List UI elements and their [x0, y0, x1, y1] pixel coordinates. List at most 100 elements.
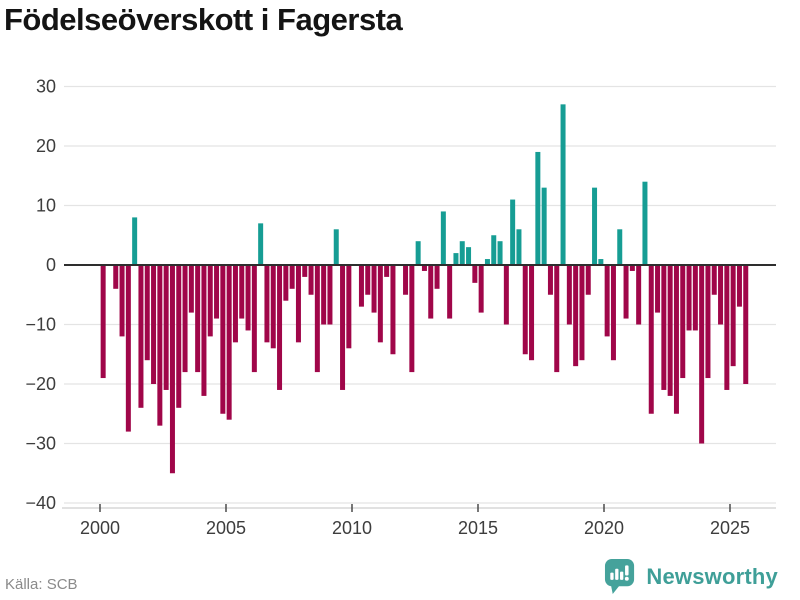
bar [434, 265, 440, 289]
bar [592, 187, 598, 265]
x-tick-label: 2020 [584, 518, 624, 538]
bar [340, 265, 346, 390]
bar [377, 265, 383, 343]
bar [302, 265, 308, 277]
bar [510, 199, 516, 265]
bar [535, 151, 541, 265]
bar [503, 265, 509, 325]
bar [686, 265, 692, 331]
y-tick-label: 0 [46, 255, 56, 275]
bar [667, 265, 673, 396]
bar [314, 265, 320, 373]
bar [403, 265, 409, 295]
bar [673, 265, 679, 414]
bar [346, 265, 352, 349]
bar [610, 265, 616, 361]
bar [239, 265, 245, 319]
bar [711, 265, 717, 295]
bar [295, 265, 301, 343]
bar [447, 265, 453, 319]
y-tick-label: −30 [25, 434, 56, 454]
bar [566, 265, 572, 325]
bar [201, 265, 207, 396]
bar [554, 265, 560, 373]
bar [692, 265, 698, 331]
bar [207, 265, 213, 337]
bar [390, 265, 396, 355]
bar [188, 265, 194, 313]
bar [283, 265, 289, 301]
bar [384, 265, 390, 277]
x-tick-label: 2000 [80, 518, 120, 538]
bar [214, 265, 220, 319]
bar [453, 253, 459, 265]
bar [648, 265, 654, 414]
bar [661, 265, 667, 390]
bar [125, 265, 131, 432]
bar [163, 265, 169, 390]
y-tick-label: −40 [25, 493, 56, 513]
bar [541, 187, 547, 265]
bar [365, 265, 371, 295]
bar [182, 265, 188, 373]
y-tick-label: 20 [36, 136, 56, 156]
bar [371, 265, 377, 313]
bar [478, 265, 484, 313]
x-tick-label: 2015 [458, 518, 498, 538]
bar [440, 211, 446, 265]
newsworthy-logo: Newsworthy [604, 558, 778, 595]
y-tick-label: −10 [25, 315, 56, 335]
source-label: Källa: SCB [5, 576, 78, 593]
bar [277, 265, 283, 390]
bar [132, 217, 138, 265]
bar [428, 265, 434, 319]
bar [497, 241, 503, 265]
bar [144, 265, 150, 361]
bar [516, 229, 522, 265]
y-tick-label: 30 [36, 77, 56, 97]
bar [226, 265, 232, 420]
bar [680, 265, 686, 379]
bar [264, 265, 270, 343]
bar [308, 265, 314, 295]
bar [629, 265, 635, 271]
x-tick-label: 2025 [710, 518, 750, 538]
bar [232, 265, 238, 343]
chart-title: Födelseöverskott i Fagersta [4, 2, 403, 37]
bar [195, 265, 201, 373]
bar [176, 265, 182, 408]
bar [579, 265, 585, 361]
bar [258, 223, 264, 265]
bar [491, 235, 497, 265]
bar [705, 265, 711, 379]
bar [321, 265, 327, 325]
bar [169, 265, 175, 474]
bar [636, 265, 642, 325]
newsworthy-bubble-chart-icon [605, 559, 635, 594]
bar [333, 229, 339, 265]
bar [327, 265, 333, 325]
bar [459, 241, 465, 265]
x-tick-label: 2010 [332, 518, 372, 538]
y-tick-label: 10 [36, 196, 56, 216]
bar [699, 265, 705, 444]
bar [718, 265, 724, 325]
bar [655, 265, 661, 313]
bar [220, 265, 226, 414]
bar [251, 265, 257, 373]
bar [466, 247, 472, 265]
bar [642, 181, 648, 265]
bar [358, 265, 364, 307]
bar [113, 265, 119, 289]
bar [151, 265, 157, 384]
bar [736, 265, 742, 307]
bar [522, 265, 528, 355]
y-tick-label: −20 [25, 374, 56, 394]
bar [547, 265, 553, 295]
bar [743, 265, 749, 384]
bar [138, 265, 144, 408]
bar [289, 265, 295, 289]
bar [529, 265, 535, 361]
bar [100, 265, 106, 379]
